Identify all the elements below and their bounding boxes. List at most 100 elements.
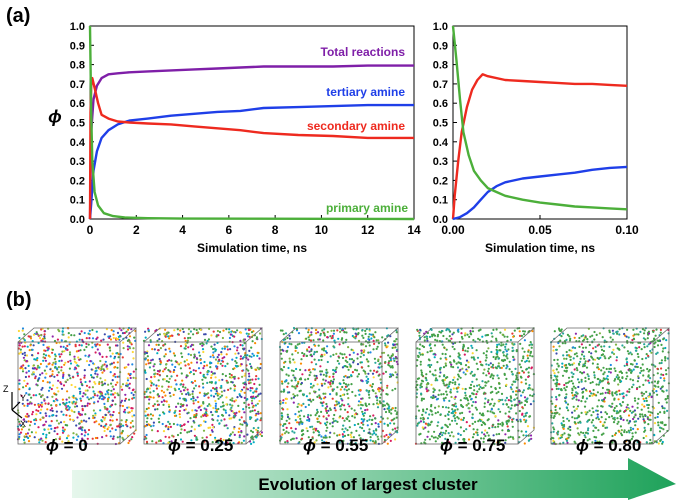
particle: [653, 380, 657, 383]
particle: [73, 334, 76, 337]
particle: [616, 374, 619, 377]
particle: [79, 390, 82, 393]
particle: [91, 386, 94, 389]
particle: [609, 371, 612, 374]
particle: [109, 338, 113, 341]
particle: [467, 402, 470, 405]
particle: [571, 416, 574, 419]
particle: [568, 355, 571, 358]
particle: [193, 353, 196, 356]
particle: [308, 418, 311, 421]
particle: [187, 332, 190, 335]
particle: [67, 336, 70, 339]
particle: [382, 372, 385, 375]
particle: [628, 388, 631, 391]
particle: [636, 440, 639, 444]
particle: [309, 414, 312, 417]
particle: [346, 361, 349, 364]
particle: [650, 395, 653, 399]
particle: [329, 381, 332, 384]
cube-top-edge: [279, 327, 400, 343]
particle: [291, 353, 294, 356]
particle: [525, 411, 529, 414]
particle: [580, 343, 584, 346]
particle: [429, 343, 432, 346]
particle: [226, 345, 229, 348]
particle: [505, 355, 508, 358]
particle: [484, 359, 487, 362]
particle: [364, 329, 367, 332]
particle: [284, 332, 288, 335]
particle: [624, 440, 628, 443]
particle: [377, 387, 380, 390]
series-label-primary: primary amine: [326, 201, 408, 215]
particle: [577, 414, 580, 417]
particle: [615, 356, 619, 359]
particle: [329, 385, 332, 388]
particle: [120, 399, 124, 402]
particle: [524, 414, 527, 417]
particle: [636, 428, 639, 431]
particle: [371, 418, 374, 421]
particle: [558, 383, 561, 386]
particle: [528, 438, 531, 441]
particle: [77, 349, 80, 352]
particle: [341, 353, 344, 356]
particle: [629, 378, 632, 381]
particle: [353, 413, 356, 416]
particle: [613, 433, 617, 436]
particle: [475, 393, 478, 396]
particle: [356, 353, 359, 356]
particle: [98, 381, 101, 384]
particle: [626, 403, 629, 406]
particle: [435, 398, 438, 401]
particle: [591, 394, 594, 397]
particle: [127, 338, 130, 341]
particle: [476, 368, 479, 371]
particle: [610, 415, 614, 418]
particle: [629, 439, 632, 442]
particle: [561, 424, 564, 427]
particle: [203, 394, 206, 397]
y-tick-label: 0.9: [70, 40, 85, 52]
particle: [486, 401, 490, 404]
particle: [394, 387, 397, 390]
particle: [454, 411, 457, 414]
particle: [321, 439, 324, 442]
particle: [619, 415, 622, 418]
particle: [555, 398, 558, 401]
particle: [365, 440, 368, 443]
particle: [394, 409, 397, 412]
particle: [596, 409, 599, 412]
particle: [64, 361, 67, 364]
particle: [528, 360, 531, 363]
particle: [591, 362, 595, 365]
particle: [74, 385, 77, 389]
particle: [101, 436, 104, 439]
particle: [645, 441, 648, 444]
particle: [80, 344, 83, 347]
particle: [618, 393, 622, 396]
particle: [327, 409, 330, 412]
particle: [121, 332, 125, 335]
particle: [635, 387, 639, 391]
particle: [530, 366, 534, 369]
particle: [364, 332, 367, 335]
particle: [349, 365, 352, 368]
particle: [60, 359, 63, 362]
particle: [193, 356, 196, 359]
particle: [293, 361, 296, 364]
particle: [354, 337, 357, 340]
particle: [225, 424, 228, 427]
particle: [109, 405, 112, 408]
particle: [531, 394, 534, 398]
particle: [626, 328, 629, 331]
particle: [462, 416, 465, 420]
particle: [150, 417, 153, 420]
particle: [32, 333, 36, 336]
particle: [28, 387, 31, 390]
particle: [504, 348, 507, 351]
particle: [249, 381, 252, 384]
particle: [454, 395, 457, 398]
particle: [632, 328, 635, 331]
